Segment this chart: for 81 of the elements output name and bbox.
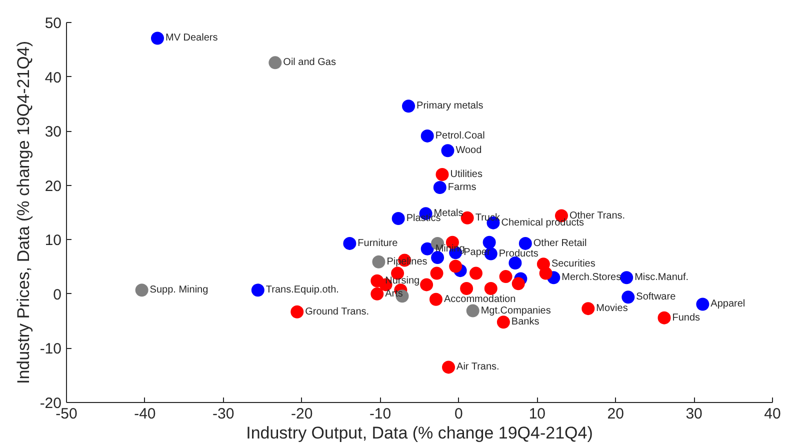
x-tick-label: 0	[454, 406, 463, 422]
point	[343, 236, 356, 250]
point	[484, 282, 498, 295]
point	[370, 287, 384, 300]
data-label: Chemical products	[501, 217, 584, 228]
point	[429, 292, 442, 306]
data-label: Banks	[511, 316, 540, 328]
data-label: Truck	[475, 212, 501, 224]
x-tick-label: -10	[369, 406, 392, 422]
data-label: Software	[636, 292, 676, 303]
point	[290, 305, 304, 318]
y-tick-label: -10	[40, 340, 62, 358]
data-label: Petrol.Coal	[435, 130, 485, 142]
data-label: Mgt.Companies	[480, 305, 551, 316]
y-axis-title: Industry Prices, Data (% change 19Q4-21Q4)	[14, 41, 33, 384]
data-label: Movies	[596, 303, 628, 314]
y-tick-label: 20	[44, 178, 62, 195]
point	[268, 56, 282, 70]
data-label: Supp. Mining	[150, 284, 208, 296]
point	[420, 242, 434, 256]
point	[696, 298, 710, 311]
data-label: Misc.Manuf.	[634, 272, 688, 284]
y-tick-label: 10	[44, 232, 62, 250]
point	[622, 290, 635, 304]
point	[441, 144, 454, 158]
data-label: Mining	[435, 243, 465, 254]
data-label: Apparel	[710, 298, 746, 310]
x-tick-label: -20	[290, 406, 313, 422]
x-tick-label: -40	[134, 406, 156, 422]
point	[449, 260, 462, 273]
data-label: Accommodation	[444, 294, 516, 305]
point	[430, 266, 444, 280]
data-label: Utilities	[450, 169, 482, 180]
x-tick-label: 10	[528, 406, 546, 422]
point	[658, 311, 671, 324]
x-axis-title: Industry Output, Data (% change 19Q4-21Q4)	[246, 424, 593, 442]
point	[420, 129, 434, 142]
x-tick-label: -30	[212, 406, 234, 422]
point	[539, 266, 552, 280]
point	[135, 284, 148, 297]
data-label: Wood	[456, 145, 482, 156]
point	[372, 255, 386, 268]
data-label: MV Dealers	[165, 32, 218, 44]
point	[433, 181, 446, 194]
x-tick-label: 40	[764, 406, 781, 422]
point	[499, 270, 512, 284]
data-label: Farms	[448, 182, 476, 194]
data-label: Primary metals	[416, 100, 484, 112]
point	[442, 360, 456, 374]
point	[469, 266, 482, 280]
data-label: Oil and Gas	[283, 57, 336, 68]
data-label: Funds	[672, 312, 700, 324]
data-label: Furniture	[358, 238, 398, 249]
point	[251, 284, 264, 297]
x-tick-label: 20	[607, 406, 624, 422]
y-tick-label: 50	[44, 15, 62, 32]
point	[482, 236, 496, 249]
data-label: Ground Trans.	[305, 306, 370, 318]
point	[508, 256, 522, 270]
data-label: Other Retail	[533, 238, 587, 249]
point	[518, 236, 532, 250]
point	[620, 271, 634, 284]
data-label: Air Trans.	[456, 362, 500, 373]
point	[402, 100, 416, 113]
y-tick-label: 30	[44, 124, 62, 141]
y-tick-label: -20	[40, 395, 62, 412]
y-tick-label: 40	[44, 69, 62, 86]
point	[582, 302, 595, 316]
point	[150, 32, 164, 45]
point	[512, 277, 525, 290]
x-tick-label: 30	[686, 406, 702, 422]
data-label: Securities	[551, 258, 596, 270]
point	[392, 212, 405, 225]
data-label: Trans.Equip.oth.	[266, 284, 339, 296]
y-tick-label: 0	[53, 286, 62, 304]
point	[466, 304, 480, 318]
point	[460, 282, 474, 295]
point	[496, 316, 510, 329]
point	[436, 168, 449, 181]
point	[420, 278, 434, 292]
data-label: Products	[498, 248, 538, 260]
